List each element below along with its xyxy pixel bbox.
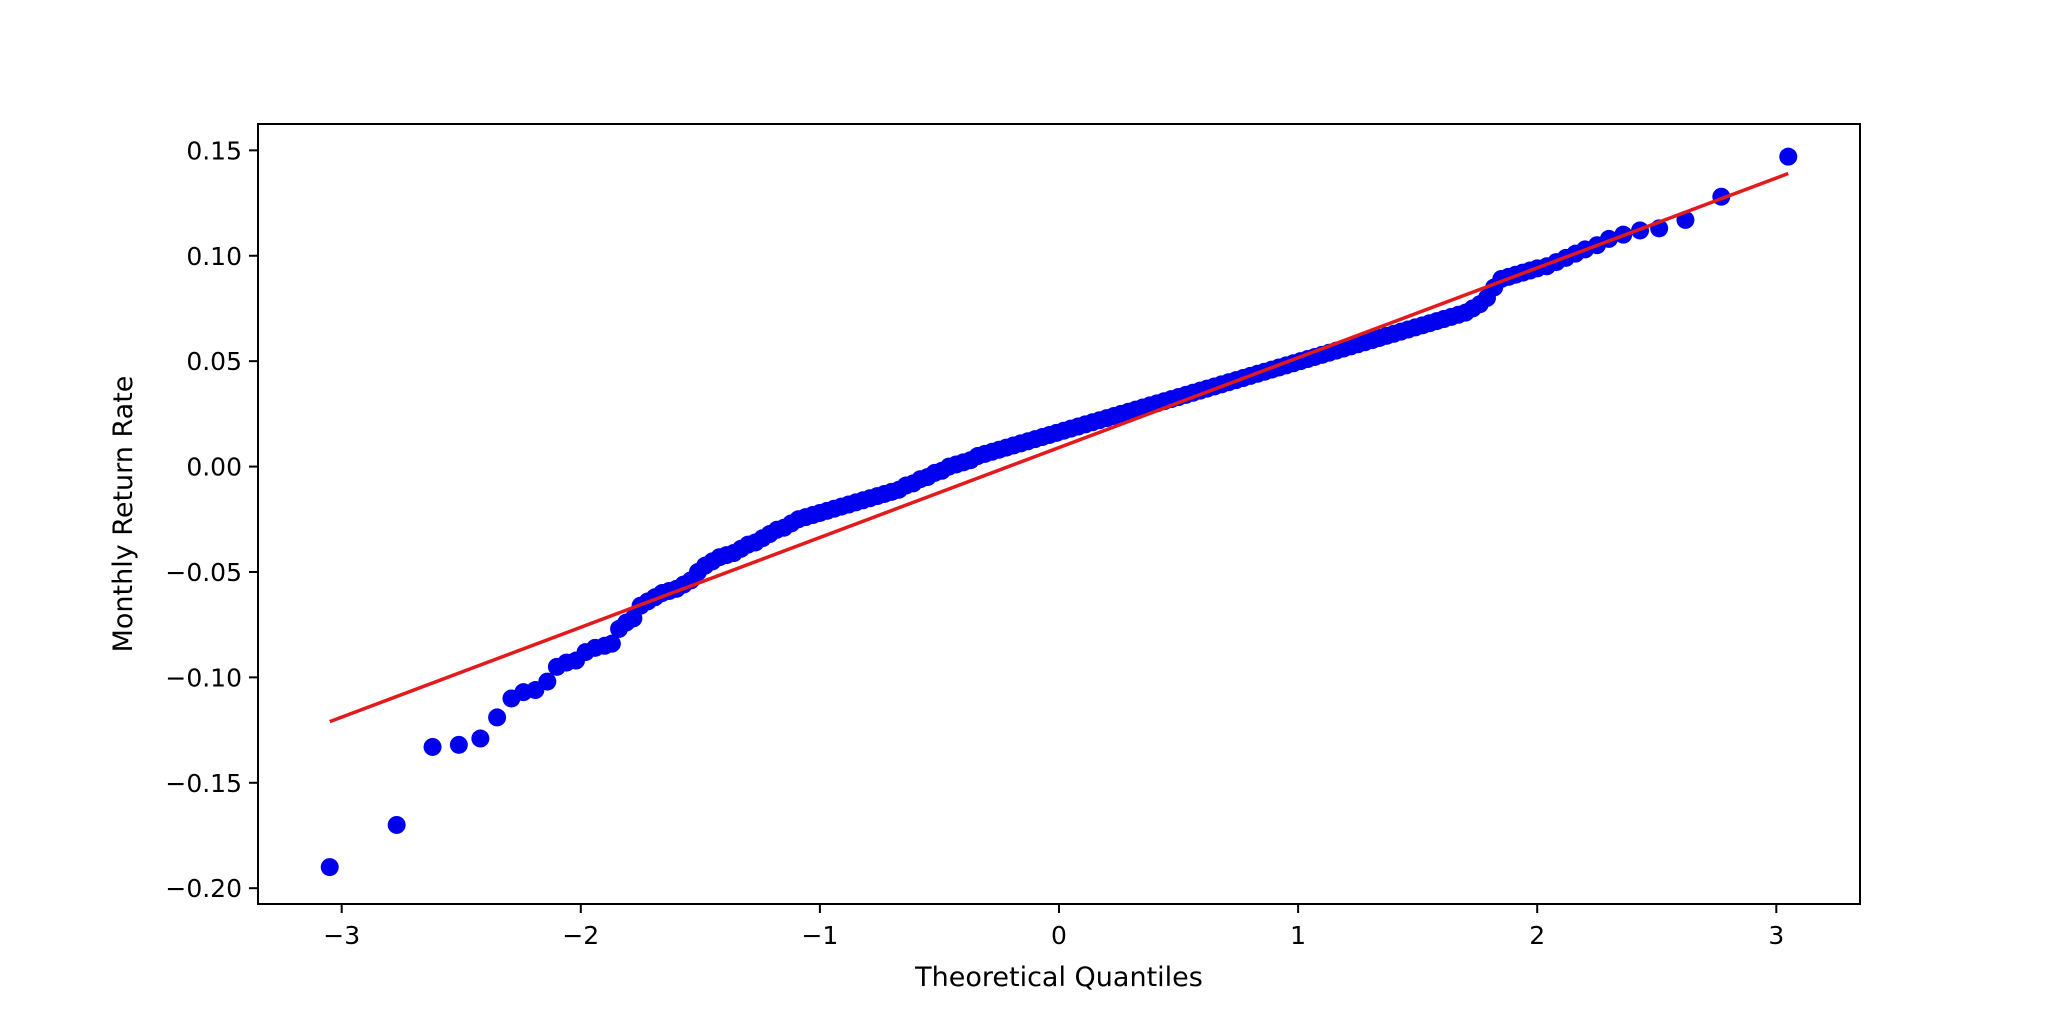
x-tick-label: 2 bbox=[1529, 921, 1545, 950]
sample-points bbox=[320, 147, 1798, 877]
sample-point bbox=[488, 708, 507, 727]
sample-point bbox=[538, 672, 557, 691]
x-tick-label: 3 bbox=[1768, 921, 1784, 950]
y-tick-label: −0.15 bbox=[165, 769, 242, 798]
sample-point bbox=[602, 634, 621, 653]
reference-line bbox=[329, 171, 1789, 724]
sample-point bbox=[1779, 147, 1798, 166]
reference-line-layer bbox=[329, 171, 1789, 724]
x-tick-label: 0 bbox=[1051, 921, 1067, 950]
sample-point bbox=[471, 729, 490, 748]
y-tick-label: 0.10 bbox=[186, 242, 242, 271]
y-tick-label: −0.10 bbox=[165, 663, 242, 692]
sample-point bbox=[387, 815, 406, 834]
y-tick-label: 0.00 bbox=[186, 453, 242, 482]
y-axis: −0.20 −0.15 −0.10 −0.05 0.00 0.05 0.10 0.15 bbox=[165, 136, 258, 903]
x-tick-label: 1 bbox=[1290, 921, 1306, 950]
x-axis-label: Theoretical Quantiles bbox=[914, 962, 1203, 993]
y-axis-label: Monthly Return Rate bbox=[108, 376, 139, 653]
y-tick-label: 0.05 bbox=[186, 347, 242, 376]
x-tick-label: −1 bbox=[801, 921, 838, 950]
sample-point bbox=[449, 735, 468, 754]
sample-point bbox=[423, 737, 442, 756]
y-tick-label: −0.05 bbox=[165, 558, 242, 587]
sample-point bbox=[320, 858, 339, 877]
y-tick-label: 0.15 bbox=[186, 136, 242, 165]
x-axis: −3 −2 −1 0 1 2 3 bbox=[323, 904, 1784, 950]
x-tick-label: −2 bbox=[562, 921, 599, 950]
y-tick-label: −0.20 bbox=[165, 874, 242, 903]
x-tick-label: −3 bbox=[323, 921, 360, 950]
